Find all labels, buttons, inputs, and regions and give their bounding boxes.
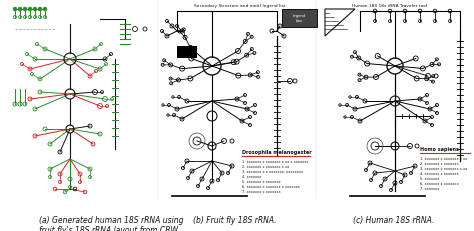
Text: 1. xxxxxxx x xxxxxxx x xx x xxxxxxx: 1. xxxxxxx x xxxxxxx x xx x xxxxxxx — [242, 159, 309, 163]
Text: 4. xxxxxxx x xxxxxxx: 4. xxxxxxx x xxxxxxx — [420, 171, 459, 175]
Text: (a) Generated human 18S rRNA using
fruit fly's 18S rRNA layout from CRW
as a tem: (a) Generated human 18S rRNA using fruit… — [39, 215, 183, 231]
Circle shape — [13, 8, 17, 12]
Circle shape — [28, 8, 32, 12]
Bar — [177, 47, 197, 59]
Text: 3. xxxxxxx x x xxxxxxx, xxxxxxxx: 3. xxxxxxx x x xxxxxxx, xxxxxxxx — [242, 169, 303, 173]
Text: 2. xxxxxxx x xxxxxxx x xx: 2. xxxxxxx x xxxxxxx x xx — [242, 164, 289, 168]
Text: 1. xxxxxxx x xxxxxxx x xx: 1. xxxxxxx x xxxxxxx x xx — [420, 156, 467, 160]
Circle shape — [18, 8, 22, 12]
Text: 7. xxxxxxx: 7. xxxxxxx — [420, 186, 439, 190]
Circle shape — [43, 8, 47, 12]
Text: Secondary Structure and motif legend list: Secondary Structure and motif legend lis… — [194, 4, 286, 8]
Text: 6. xxxxxxx x xxxxxxx x xxxxxxx: 6. xxxxxxx x xxxxxxx x xxxxxxx — [242, 184, 300, 188]
Circle shape — [38, 8, 42, 12]
Text: 3. xxxxxxx x xxxxxxx x xx: 3. xxxxxxx x xxxxxxx x xx — [420, 166, 467, 170]
Text: 7. xxxxxxx x xxxxxxx: 7. xxxxxxx x xxxxxxx — [242, 189, 281, 193]
Text: Homo sapiens: Homo sapiens — [420, 146, 459, 151]
Text: 2. xxxxxxx x xxxxxxx: 2. xxxxxxx x xxxxxxx — [420, 161, 459, 165]
Text: Drosophila melanogaster: Drosophila melanogaster — [242, 149, 311, 154]
Text: legend
box: legend box — [292, 14, 306, 22]
Circle shape — [33, 8, 37, 12]
Text: 5. xxxxxxx: 5. xxxxxxx — [420, 176, 439, 180]
Text: (b) Fruit fly 18S rRNA.: (b) Fruit fly 18S rRNA. — [193, 215, 276, 224]
Text: 6. xxxxxxx x xxxxxxx: 6. xxxxxxx x xxxxxxx — [420, 181, 459, 185]
Circle shape — [23, 8, 27, 12]
FancyBboxPatch shape — [282, 10, 317, 28]
Text: 4. xxxxxxx: 4. xxxxxxx — [242, 174, 261, 178]
Text: Human 18S 18s rRNA Traveler tool: Human 18S 18s rRNA Traveler tool — [353, 4, 428, 8]
Text: 5. xxxxxxx x xxxxxxx: 5. xxxxxxx x xxxxxxx — [242, 179, 281, 183]
Text: (c) Human 18S rRNA.: (c) Human 18S rRNA. — [353, 215, 434, 224]
